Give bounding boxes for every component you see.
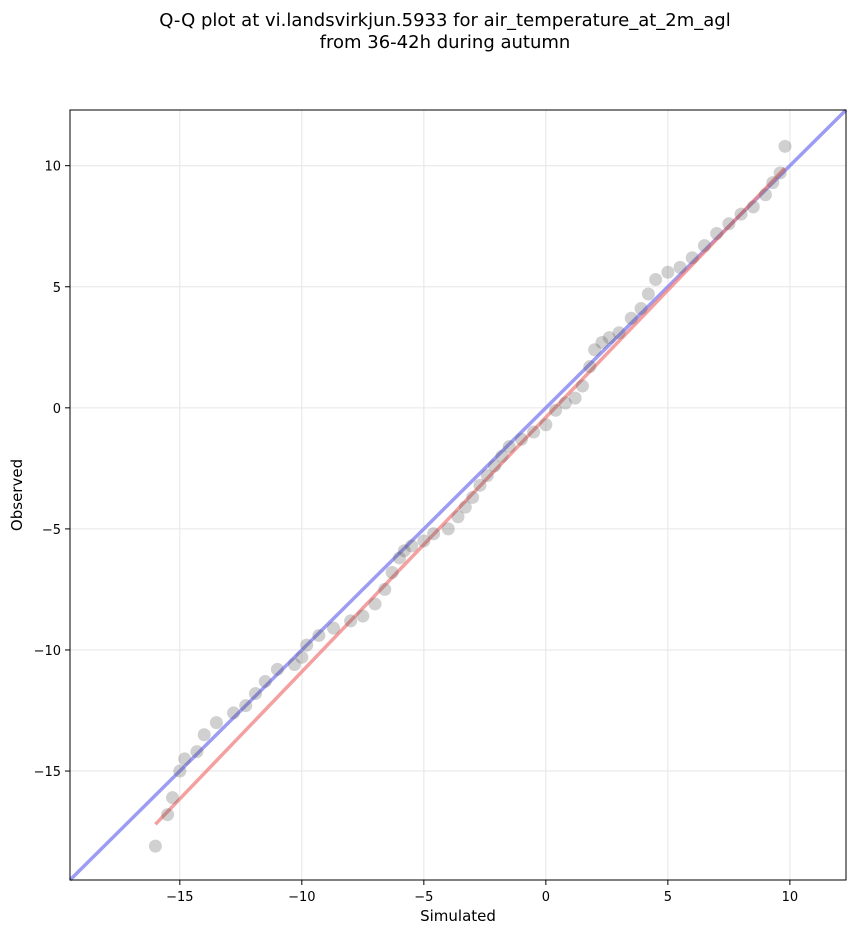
qq-point [427, 527, 441, 541]
qq-point [734, 207, 748, 221]
qq-point [612, 326, 626, 340]
x-tick-label: 10 [782, 890, 799, 905]
qq-point [685, 251, 699, 265]
qq-point [634, 302, 648, 316]
qq-point [378, 582, 392, 596]
qq-point [368, 597, 382, 611]
y-tick-label: 5 [53, 281, 61, 296]
qq-point [197, 728, 211, 742]
y-tick-label: −10 [34, 644, 61, 659]
qq-point [312, 628, 326, 642]
qq-point [697, 239, 711, 253]
y-axis-label: Observed [8, 459, 26, 531]
grid [70, 110, 846, 880]
x-tick-label: 5 [664, 890, 672, 905]
qq-point [575, 379, 589, 393]
qq-point [148, 839, 162, 853]
qq-point [641, 287, 655, 301]
qq-point [239, 699, 253, 713]
qq-point [300, 638, 314, 652]
qq-point [527, 425, 541, 439]
qq-point [344, 614, 358, 628]
qq-point [173, 764, 187, 778]
qq-point [766, 176, 780, 190]
qq-point [595, 335, 609, 349]
qq-point [327, 621, 341, 635]
x-axis-label: Simulated [420, 907, 496, 925]
fit-line [154, 166, 787, 826]
y-tick-label: 10 [44, 160, 61, 175]
qq-point [392, 551, 406, 565]
qq-point [722, 217, 736, 231]
qq-point [588, 343, 602, 357]
qq-point [178, 752, 192, 766]
qq-point [258, 674, 272, 688]
qq-point [441, 522, 455, 536]
qq-point [758, 188, 772, 202]
qq-point [773, 166, 787, 180]
qq-point [602, 331, 616, 345]
qq-point [624, 311, 638, 325]
qq-point [473, 478, 487, 492]
y-tick-label: −5 [42, 523, 61, 538]
qq-point [295, 650, 309, 664]
qq-point [673, 260, 687, 274]
chart-title-line-2: from 36-42h during autumn [319, 32, 571, 53]
qq-point [161, 808, 175, 822]
x-tick-label: 0 [542, 890, 550, 905]
y-tick-label: 0 [53, 402, 61, 417]
qq-point [288, 657, 302, 671]
y-tick-label: −15 [34, 765, 61, 780]
qq-point [397, 544, 411, 558]
qq-point [514, 432, 528, 446]
qq-point [458, 500, 472, 514]
qq-point [746, 200, 760, 214]
qq-point [417, 534, 431, 548]
chart-title-line-1: Q-Q plot at vi.landsvirkjun.5933 for air… [159, 10, 731, 31]
qq-point [568, 391, 582, 405]
qq-point [405, 539, 419, 553]
x-tick-label: −10 [288, 890, 315, 905]
qq-point [451, 510, 465, 524]
qq-point [466, 490, 480, 504]
axis-ticks: −15 −10 −5 0 5 10 −15 −10 −5 0 5 10 [34, 160, 799, 905]
x-tick-label: −15 [166, 890, 193, 905]
fit-line-layer [154, 166, 787, 826]
qq-point [270, 662, 284, 676]
qq-point [558, 396, 572, 410]
qq-point [502, 440, 516, 454]
qq-point [495, 449, 509, 463]
qq-point [480, 469, 494, 483]
qq-point [165, 791, 179, 805]
qq-point [710, 226, 724, 240]
qq-point [661, 265, 675, 279]
qq-point [190, 745, 204, 759]
qq-point [539, 418, 553, 432]
qq-point [356, 609, 370, 623]
qq-point [226, 706, 240, 720]
plot-frame [69, 109, 847, 881]
qq-point [385, 565, 399, 579]
qq-point [649, 272, 663, 286]
qq-point [583, 360, 597, 374]
qq-point [778, 139, 792, 153]
quantile-points [148, 139, 792, 853]
x-tick-label: −5 [414, 890, 433, 905]
qq-point [488, 459, 502, 473]
qq-point [549, 403, 563, 417]
qq-point [209, 716, 223, 730]
qq-point [248, 687, 262, 701]
